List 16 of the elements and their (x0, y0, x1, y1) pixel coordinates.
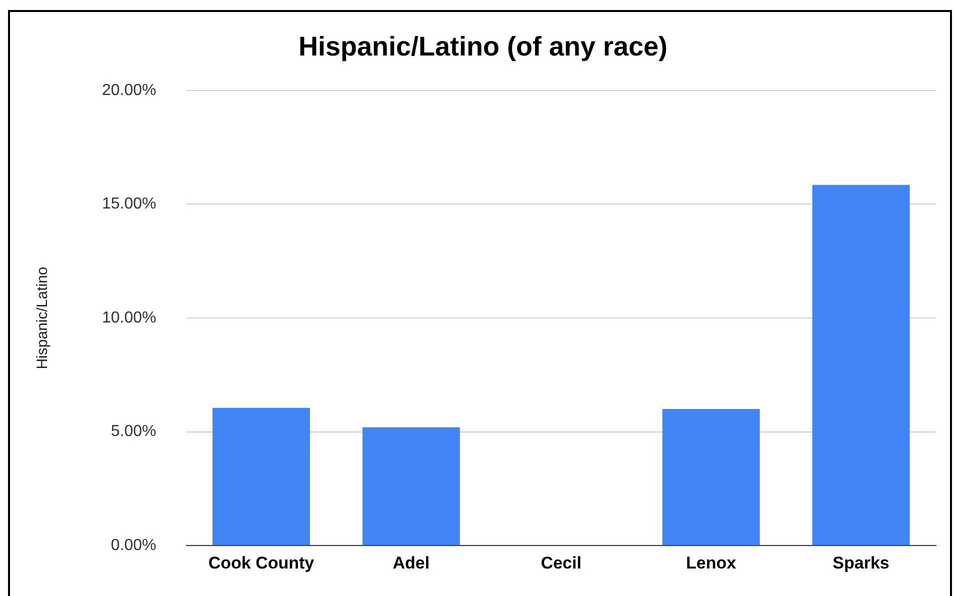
bar (212, 408, 310, 546)
y-tick-label: 10.00% (102, 309, 156, 326)
chart-title: Hispanic/Latino (of any race) (298, 32, 668, 62)
y-tick-label: 0.00% (110, 537, 156, 554)
x-tick-label: Adel (392, 553, 430, 572)
x-tick-label: Cook County (208, 553, 315, 572)
bar (362, 427, 460, 546)
y-tick-label: 5.00% (110, 423, 156, 440)
x-tick-label: Sparks (832, 553, 890, 572)
y-tick-label: 20.00% (102, 82, 156, 99)
x-tick-label: Lenox (686, 553, 737, 572)
x-tick-label: Cecil (540, 553, 582, 572)
bar (812, 184, 910, 546)
y-tick-label: 15.00% (102, 196, 156, 213)
bar (662, 409, 760, 546)
y-axis-title: Hispanic/Latino (34, 266, 52, 370)
